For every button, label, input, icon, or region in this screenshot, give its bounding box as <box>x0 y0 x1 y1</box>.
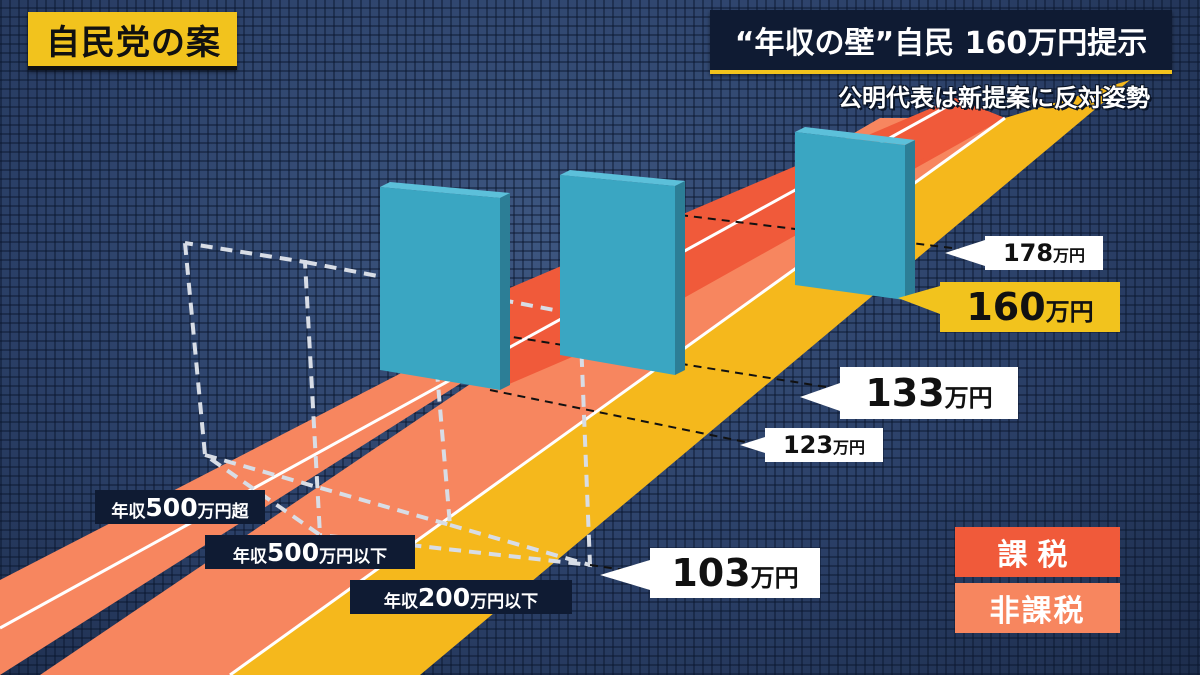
threshold-178: 178 万円 <box>985 236 1103 270</box>
band-under200: 年収 200 万円以下 <box>350 580 572 614</box>
threshold-103-value: 103 <box>671 551 751 595</box>
pointer <box>600 560 650 590</box>
band-over500-suffix: 万円超 <box>197 501 249 522</box>
wall-123 <box>560 170 685 375</box>
band-under500: 年収 500 万円以下 <box>205 535 415 569</box>
threshold-160: 160 万円 <box>940 282 1120 332</box>
band-under500-num: 500 <box>266 537 320 567</box>
pointer <box>945 240 985 266</box>
band-under500-suffix: 万円以下 <box>319 546 388 567</box>
subheadline: 公明代表は新提案に反対姿勢 <box>838 84 1150 112</box>
headline-text: “年収の壁”自民 160万円提示 <box>734 26 1148 61</box>
threshold-123: 123 万円 <box>765 428 883 462</box>
threshold-123-unit: 万円 <box>833 438 866 457</box>
band-under200-num: 200 <box>417 582 471 612</box>
band-over500-num: 500 <box>145 492 198 522</box>
pointer <box>800 383 840 411</box>
corner-label-box: 自民党の案 <box>28 12 237 70</box>
band-over500: 年収 500 万円超 <box>95 490 265 524</box>
band-over500-prefix: 年収 <box>111 501 146 522</box>
band-under200-suffix: 万円以下 <box>470 591 539 612</box>
threshold-103-unit: 万円 <box>750 564 799 592</box>
threshold-133-unit: 万円 <box>944 384 993 412</box>
threshold-133-value: 133 <box>865 371 945 415</box>
threshold-133: 133 万円 <box>840 367 1018 419</box>
pointer <box>740 437 765 453</box>
threshold-178-value: 178 <box>1002 239 1054 267</box>
wall-103 <box>380 182 510 390</box>
legend-taxed: 課税 <box>955 527 1120 577</box>
corner-label: 自民党の案 <box>46 22 221 63</box>
pointer <box>898 286 940 314</box>
threshold-160-value: 160 <box>966 285 1046 329</box>
band-under500-prefix: 年収 <box>232 546 267 567</box>
wall-160 <box>795 127 915 300</box>
headline-box: “年収の壁”自民 160万円提示 <box>710 10 1172 74</box>
threshold-123-value: 123 <box>782 431 834 459</box>
threshold-103: 103 万円 <box>650 548 820 598</box>
threshold-178-unit: 万円 <box>1053 246 1086 265</box>
threshold-160-unit: 万円 <box>1045 298 1094 326</box>
band-under200-prefix: 年収 <box>383 591 418 612</box>
legend-untaxed: 非課税 <box>955 583 1120 633</box>
